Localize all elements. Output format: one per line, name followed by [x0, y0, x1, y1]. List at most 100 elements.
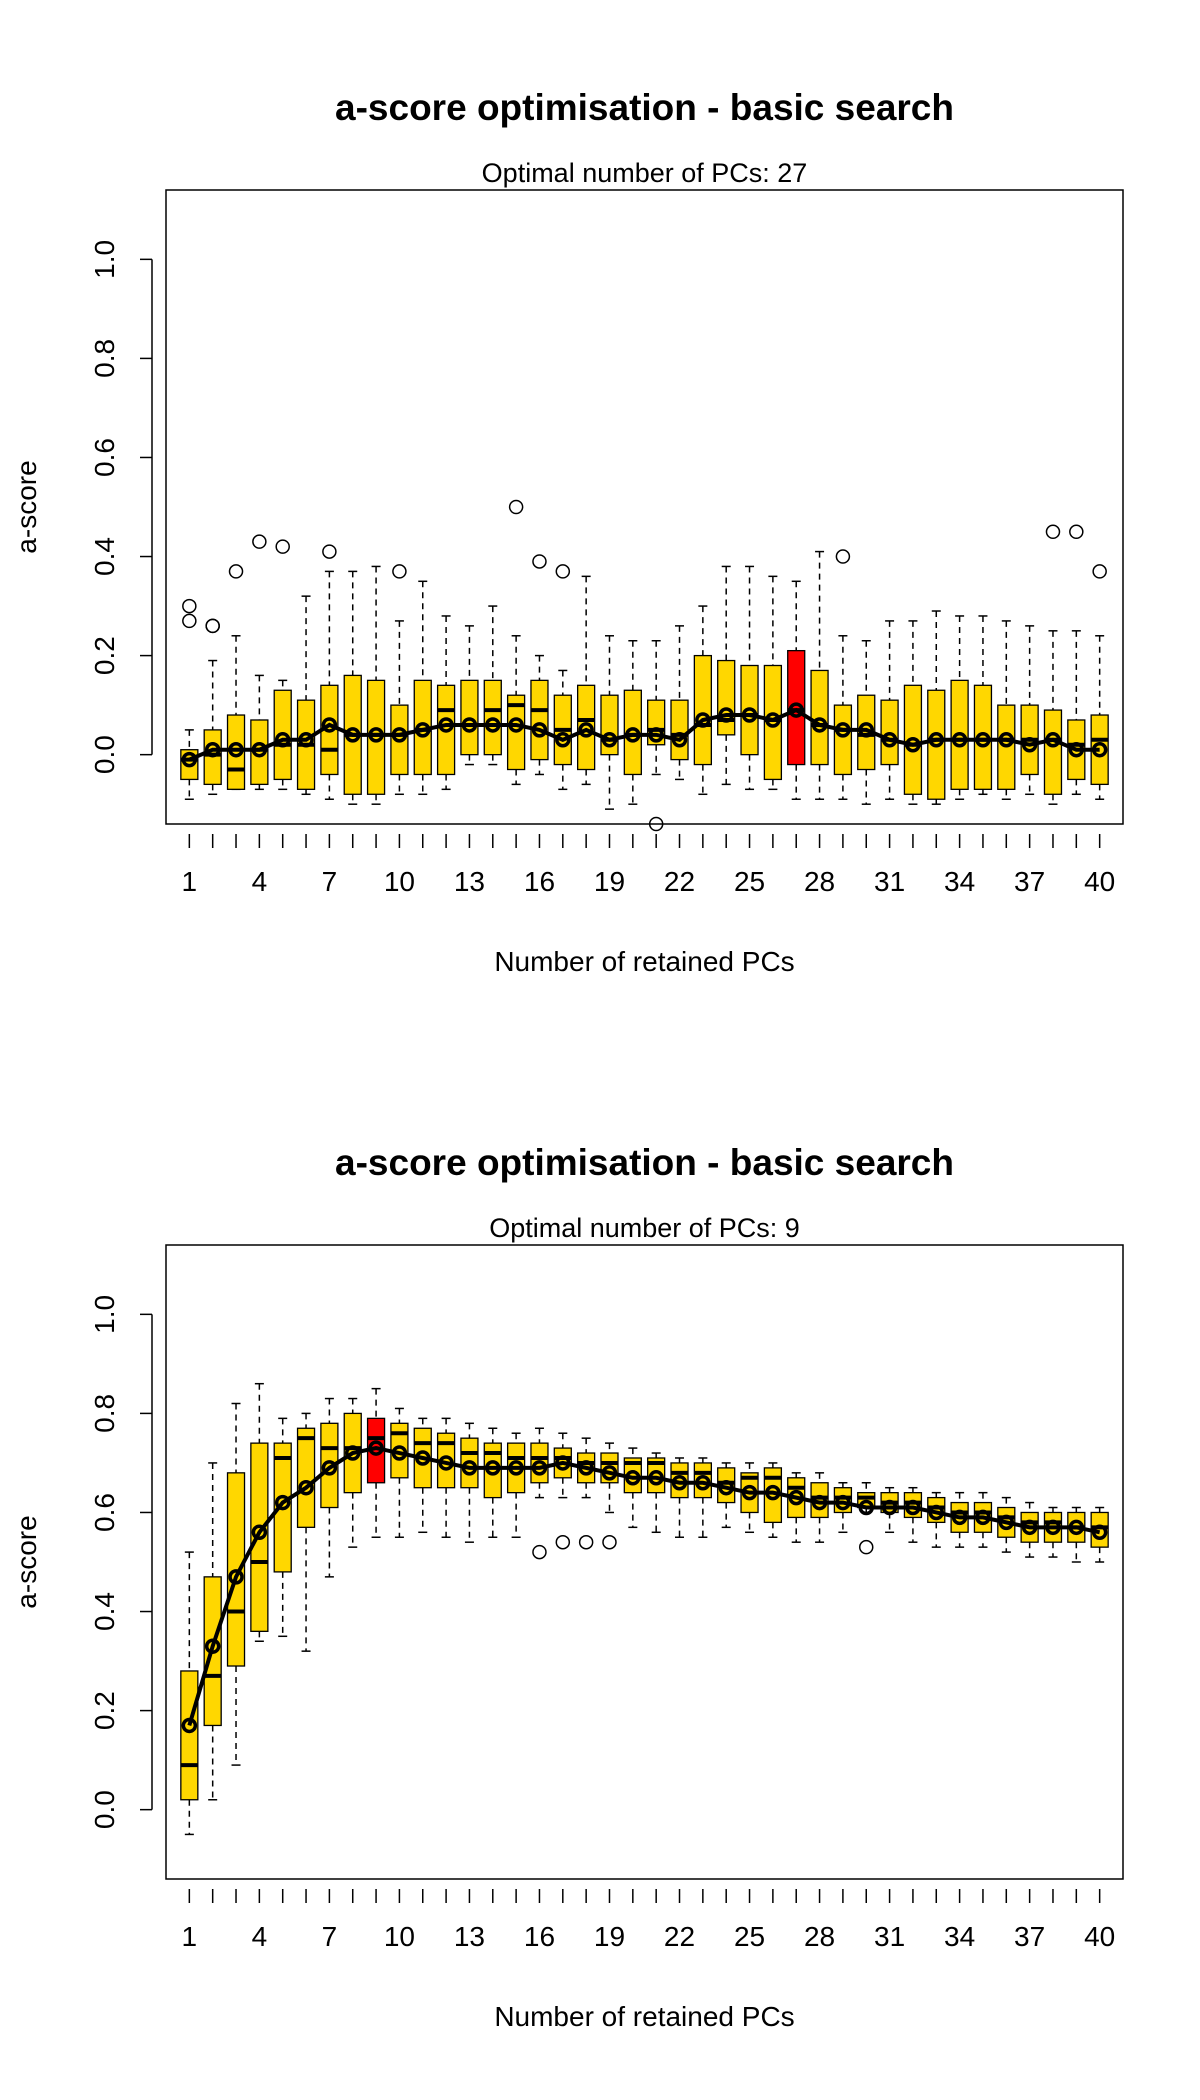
mean-point [975, 1509, 991, 1526]
x-tick-label: 1 [182, 866, 198, 897]
box-pc-21 [647, 1452, 666, 1534]
chart-panel-top: a-score optimisation - basic search Optim… [11, 87, 1124, 977]
x-tick-label: 7 [322, 1921, 338, 1952]
box-pc-16 [530, 554, 549, 776]
outlier-point [555, 564, 571, 579]
outlier-point [252, 534, 267, 549]
box-pc-1 [180, 598, 199, 800]
plot-frame [165, 1244, 1124, 1880]
box-pc-9 [366, 1387, 386, 1538]
x-tick-label: 10 [384, 1921, 415, 1952]
y-tick-label: 1.0 [89, 240, 120, 279]
y-axis: 0.0 0.2 0.4 0.6 0.8 1.0 [89, 240, 153, 774]
box-pc-34 [950, 615, 969, 800]
box-pc-25 [740, 565, 759, 791]
mean-point [251, 1524, 268, 1541]
y-tick-label: 0.4 [89, 1592, 120, 1631]
outlier-point [508, 499, 524, 515]
box-pc-23 [693, 605, 713, 796]
mean-point [905, 737, 921, 753]
mean-point [928, 1504, 945, 1521]
box-series [180, 1382, 1109, 1836]
box-pc-32 [903, 620, 923, 805]
mean-point [555, 1455, 571, 1471]
box [973, 684, 993, 790]
y-tick-label: 0.0 [89, 1790, 120, 1829]
outlier-point [835, 549, 851, 564]
mean-point [274, 1494, 291, 1511]
mean-point [858, 1499, 874, 1516]
box [180, 1670, 199, 1801]
box [250, 719, 269, 786]
mean-point [485, 1460, 501, 1476]
box-pc-36 [997, 620, 1016, 800]
box [693, 654, 713, 766]
x-tick-label: 34 [944, 866, 975, 897]
box-pc-19 [600, 635, 619, 810]
x-tick-label: 7 [322, 866, 338, 897]
mean-point [321, 1460, 338, 1476]
box-pc-33 [927, 610, 946, 805]
mean-point [181, 1717, 198, 1734]
box-pc-17 [553, 1432, 572, 1550]
box-pc-12 [436, 615, 456, 791]
x-tick-label: 1 [182, 1921, 198, 1952]
mean-point [881, 1499, 898, 1516]
mean-point [461, 717, 478, 733]
box-pc-40 [1090, 564, 1109, 800]
x-tick-label: 37 [1014, 1921, 1045, 1952]
outlier-point [182, 598, 197, 614]
box-pc-18 [576, 575, 596, 786]
mean-point [928, 732, 945, 748]
box-pc-26 [763, 1462, 783, 1538]
mean-point [1068, 741, 1085, 758]
box-pc-30 [857, 1482, 876, 1555]
x-tick-label: 40 [1084, 866, 1115, 897]
mean-point [461, 1460, 478, 1476]
box-pc-28 [810, 550, 829, 800]
x-axis-label: Number of retained PCs [494, 946, 794, 977]
box-pc-3 [226, 564, 246, 791]
box-pc-2 [203, 618, 222, 796]
y-tick-label: 0.6 [89, 1493, 120, 1532]
box-pc-13 [460, 625, 479, 766]
box-pc-22 [670, 1457, 689, 1538]
mean-point [601, 732, 618, 748]
mean-point [1021, 737, 1038, 753]
chart-title: a-score optimisation - basic search [335, 1142, 954, 1183]
box-pc-14 [483, 605, 502, 766]
box-pc-4 [250, 1382, 269, 1642]
mean-point [1091, 741, 1108, 758]
mean-point [204, 1638, 221, 1654]
mean-point [671, 732, 688, 748]
box [833, 704, 853, 776]
box-pc-7 [320, 1397, 339, 1578]
mean-point [228, 1569, 244, 1585]
mean-point [835, 722, 851, 738]
x-tick-label: 28 [804, 1921, 835, 1952]
x-tick-label: 13 [454, 1921, 485, 1952]
mean-point [811, 1494, 828, 1511]
mean-point [695, 712, 711, 728]
box-pc-27 [787, 1472, 806, 1543]
box-pc-6 [296, 1412, 316, 1652]
y-tick-label: 1.0 [89, 1295, 120, 1334]
x-tick-label: 19 [594, 866, 625, 897]
mean-point [998, 732, 1015, 748]
mean-point [671, 1475, 688, 1491]
mean-point [741, 707, 758, 723]
box-pc-18 [576, 1437, 596, 1550]
box [576, 684, 596, 771]
box-series [180, 499, 1109, 832]
outlier-point [322, 544, 337, 559]
box-pc-13 [460, 1422, 479, 1543]
mean-point [368, 1440, 384, 1456]
outlier-point [532, 1544, 547, 1560]
box [670, 699, 689, 761]
plot-frame [165, 189, 1124, 825]
outlier-point [578, 1534, 594, 1550]
box [763, 664, 783, 781]
mean-point [788, 1489, 804, 1506]
y-tick-label: 0.6 [89, 438, 120, 477]
